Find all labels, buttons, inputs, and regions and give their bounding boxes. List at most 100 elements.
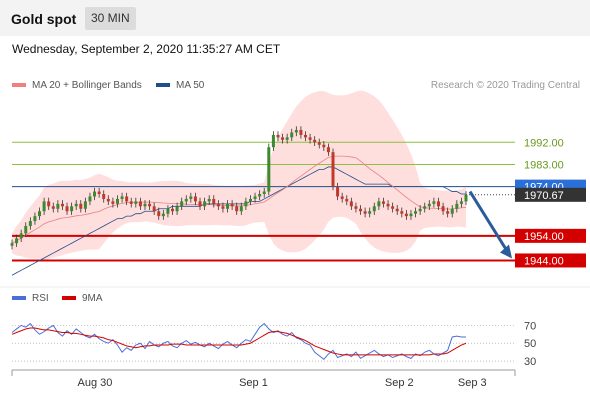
candle-body <box>267 147 271 192</box>
candle-body <box>345 198 349 202</box>
candle-body <box>193 196 197 202</box>
candle-body <box>198 201 202 207</box>
candle-body <box>368 211 372 214</box>
candle-body <box>70 206 74 212</box>
rsi-tick-label: 30 <box>524 356 536 368</box>
candle-body <box>404 213 408 217</box>
x-tick-label: Sep 1 <box>239 377 268 389</box>
rsi-9ma-line <box>11 327 467 356</box>
candle-body <box>24 226 28 234</box>
candle-body <box>248 198 252 202</box>
legend-9ma-label: 9MA <box>82 293 103 304</box>
candle-body <box>203 201 207 207</box>
legend-ma20-label: MA 20 + Bollinger Bands <box>32 80 142 91</box>
candle-body <box>317 142 321 145</box>
level-label: 1970.67 <box>524 190 564 202</box>
candle-body <box>336 186 340 197</box>
candle-body <box>88 196 92 202</box>
x-tick-label: Aug 30 <box>78 377 113 389</box>
instrument-title: Gold spot <box>11 11 77 27</box>
candle-body <box>276 134 280 138</box>
candle-body <box>258 194 262 197</box>
candle-body <box>326 147 330 153</box>
candle-body <box>221 206 225 209</box>
candle-body <box>97 191 101 194</box>
candle-body <box>111 201 115 204</box>
candle-body <box>271 134 275 148</box>
candle-body <box>418 208 422 212</box>
candle-body <box>79 203 83 209</box>
chart-header: Gold spot 30 MIN <box>0 0 590 36</box>
candle-body <box>19 233 23 239</box>
candle-body <box>171 208 175 212</box>
candle-body <box>459 201 463 204</box>
candle-body <box>42 201 46 212</box>
legend-rsi: RSI <box>12 293 49 304</box>
candle-body <box>464 194 468 202</box>
candle-body <box>359 208 363 212</box>
candle-body <box>386 203 390 207</box>
rsi-tick-label: 70 <box>524 320 536 332</box>
candle-body <box>303 134 307 138</box>
candle-body <box>83 201 87 209</box>
legend-ma20: MA 20 + Bollinger Bands <box>12 80 142 91</box>
candle-body <box>239 206 243 212</box>
ma50-line <box>11 166 466 276</box>
candle-body <box>33 216 37 222</box>
level-label: 1944.00 <box>524 255 564 267</box>
candle-body <box>56 203 60 209</box>
candle-body <box>129 201 133 204</box>
candle-body <box>106 198 110 202</box>
rsi-swatch <box>12 296 26 301</box>
candle-body <box>381 201 385 204</box>
candle-body <box>423 206 427 209</box>
candle-body <box>377 201 381 207</box>
candle-body <box>180 201 184 207</box>
candle-body <box>189 196 193 199</box>
legend-rsi-label: RSI <box>32 293 49 304</box>
legend-ma50: MA 50 <box>156 80 204 91</box>
candle-body <box>120 196 124 199</box>
candle-body <box>161 213 165 217</box>
x-tick-label: Sep 3 <box>458 377 487 389</box>
candle-body <box>38 211 42 217</box>
candle-body <box>441 206 445 212</box>
candle-body <box>372 206 376 212</box>
candle-body <box>138 201 142 207</box>
candle-body <box>262 191 266 194</box>
candle-body <box>414 211 418 214</box>
candle-body <box>436 201 440 207</box>
candle-body <box>363 211 367 214</box>
candle-body <box>253 196 257 199</box>
level-label-bg <box>515 187 586 202</box>
candle-body <box>299 130 303 135</box>
candle-body <box>450 208 454 214</box>
timeframe-badge[interactable]: 30 MIN <box>85 7 136 30</box>
candle-body <box>313 139 317 143</box>
candle-body <box>157 211 161 217</box>
timestamp: Wednesday, September 2, 2020 11:35:27 AM… <box>12 42 281 56</box>
candle-body <box>455 203 459 209</box>
candle-body <box>230 203 234 207</box>
candle-body <box>281 137 285 140</box>
candle-body <box>391 206 395 209</box>
candle-body <box>60 203 64 207</box>
candle-body <box>166 208 170 214</box>
candle-body <box>93 191 97 197</box>
ma50-swatch <box>156 83 170 88</box>
candle-body <box>354 206 358 209</box>
candle-body <box>216 203 220 207</box>
candle-body <box>65 206 69 212</box>
ma9-swatch <box>62 296 76 301</box>
candle-body <box>340 196 344 199</box>
candle-body <box>294 130 298 133</box>
candle-body <box>184 198 188 202</box>
candle-body <box>15 238 19 244</box>
rsi-tick-label: 50 <box>524 338 536 350</box>
candle-body <box>409 213 413 217</box>
candle-body <box>285 137 289 140</box>
candle-body <box>322 144 326 148</box>
level-label: 1992.00 <box>524 137 564 149</box>
candle-body <box>290 132 294 138</box>
